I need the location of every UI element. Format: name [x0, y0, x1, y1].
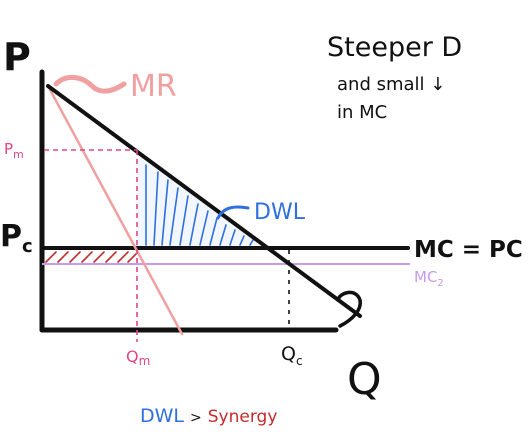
note-line-2: and small ↓: [337, 74, 445, 95]
p-axis-label: P: [3, 35, 31, 79]
mc-pc-label: MC = PC: [414, 237, 523, 263]
dwl-label: DWL: [254, 200, 306, 225]
pm-guides: [44, 149, 138, 342]
q-axis-label: Q: [347, 354, 382, 405]
pm-label: Pm: [4, 140, 24, 161]
demand-curve: [46, 84, 362, 328]
mr-line: [46, 84, 184, 336]
mc2-label: MC2: [414, 268, 444, 289]
conclusion-dwl: DWL: [140, 405, 184, 427]
conclusion: DWL > Synergy: [140, 405, 277, 427]
mr-label: MR: [130, 69, 177, 104]
note-line-3: in MC: [337, 102, 387, 123]
qm-label: Qm: [126, 347, 150, 368]
pc-label: Pc: [0, 219, 33, 257]
notes: Steeper D and small ↓ in MC: [327, 32, 462, 123]
axes: [39, 69, 339, 333]
conclusion-synergy: Synergy: [208, 407, 278, 427]
mr-pointer: [53, 75, 127, 94]
conclusion-gt: >: [190, 410, 202, 426]
synergy-region: [45, 251, 137, 263]
qc-label: Qc: [281, 343, 303, 368]
dwl-pointer: [216, 205, 250, 220]
note-line-1: Steeper D: [327, 32, 462, 63]
